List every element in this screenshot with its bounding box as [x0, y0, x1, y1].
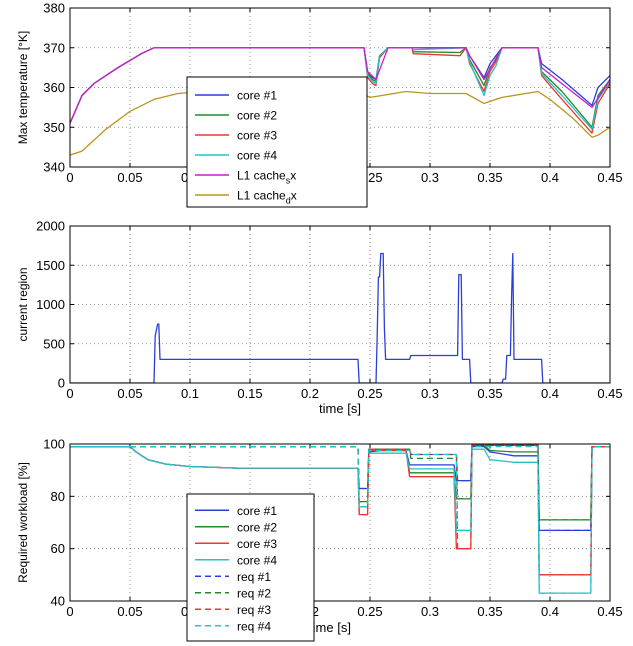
legend-entry: core #2 [237, 520, 277, 534]
series-line-1 [70, 252, 610, 383]
y-tick-label: 100 [43, 437, 65, 452]
x-tick-label: 0.4 [541, 386, 559, 401]
series-line-7 [70, 444, 610, 576]
x-tick-label: 0 [66, 170, 73, 185]
x-tick-label: 0.3 [421, 170, 439, 185]
y-tick-label: 370 [43, 40, 65, 55]
x-tick-label: 0.25 [357, 604, 382, 619]
x-tick-label: 0.05 [117, 604, 142, 619]
x-tick-label: 0.2 [301, 386, 319, 401]
x-tick-label: 0.05 [117, 386, 142, 401]
y-tick-label: 1500 [36, 258, 65, 273]
x-tick-label: 0.4 [541, 170, 559, 185]
axes-box [69, 443, 611, 602]
x-tick-label: 0.3 [421, 386, 439, 401]
series-line-4 [70, 445, 610, 594]
series-line-5 [70, 47, 610, 124]
legend-box [186, 493, 315, 642]
legend-entry: req #2 [237, 586, 271, 600]
legend: core #1 core #2 core #3 core #4 L1 cachesx L1… [186, 76, 368, 208]
y-axis-label: current region [16, 267, 30, 341]
x-tick-label: 0.45 [597, 386, 622, 401]
legend-entry: core #4 [237, 149, 277, 163]
x-tick-label: 0.15 [237, 386, 262, 401]
x-tick-label: 0.35 [477, 604, 502, 619]
y-tick-label: 60 [51, 541, 65, 556]
axes-box [69, 225, 611, 384]
x-tick-label: 0 [66, 604, 73, 619]
x-tick-label: 0 [66, 386, 73, 401]
series-line-8 [70, 445, 610, 594]
x-tick-label: 0.1 [181, 386, 199, 401]
legend-entry: req #4 [237, 619, 271, 633]
legend-entry: core #1 [237, 504, 277, 518]
chart-2: 0 0.05 0.1 0.15 0.2 0.25 0.3 0.35 0.4 0.45 0 500 100… [16, 219, 623, 417]
y-tick-label: 1000 [36, 297, 65, 312]
y-axis-label: Max temperature [°K] [16, 31, 30, 145]
legend-entry: req #3 [237, 603, 271, 617]
legend-entry: core #3 [237, 129, 277, 143]
legend-entry: L1 cachedx [237, 189, 297, 206]
legend-entry: core #4 [237, 553, 277, 567]
legend-entry: req #1 [237, 570, 271, 584]
y-tick-label: 2000 [36, 219, 65, 234]
y-tick-label: 340 [43, 160, 65, 175]
y-axis-label: Required workload [%] [16, 462, 30, 583]
x-tick-label: 0.3 [421, 604, 439, 619]
y-tick-label: 80 [51, 489, 65, 504]
series-group [70, 47, 610, 156]
legend-entry: L1 cachesx [237, 169, 296, 186]
y-tick-label: 350 [43, 120, 65, 135]
series-line-6 [70, 90, 610, 156]
series-line-6 [70, 444, 610, 521]
y-tick-label: 500 [43, 336, 65, 351]
y-tick-label: 360 [43, 80, 65, 95]
x-tick-label: 0.35 [477, 170, 502, 185]
legend-entry: core #3 [237, 537, 277, 551]
x-tick-label: 0.4 [541, 604, 559, 619]
legend-box [186, 76, 368, 208]
series-group [70, 252, 610, 383]
x-tick-label: 0.05 [117, 170, 142, 185]
y-tick-label: 0 [58, 376, 65, 391]
legend: core #1 core #2 core #3 core #4 req #1 req #2… [186, 493, 315, 642]
x-axis-label: time [s] [319, 401, 361, 416]
legend-entry: core #2 [237, 109, 277, 123]
chart-1: 00.050.10.150.20.250.30.350.40.453403503… [16, 1, 623, 208]
legend-entry: core #1 [237, 89, 277, 103]
plot-area [70, 444, 610, 601]
chart-3: 00.050.10.150.20.250.30.350.40.454060801… [16, 437, 623, 642]
y-tick-label: 40 [51, 594, 65, 609]
x-tick-label: 0.35 [477, 386, 502, 401]
x-axis-label: time [s] [309, 620, 351, 635]
series-group [70, 444, 610, 594]
x-tick-label: 0.45 [597, 604, 622, 619]
y-tick-label: 380 [43, 1, 65, 16]
x-tick-label: 0.25 [357, 386, 382, 401]
x-tick-label: 0.45 [597, 170, 622, 185]
